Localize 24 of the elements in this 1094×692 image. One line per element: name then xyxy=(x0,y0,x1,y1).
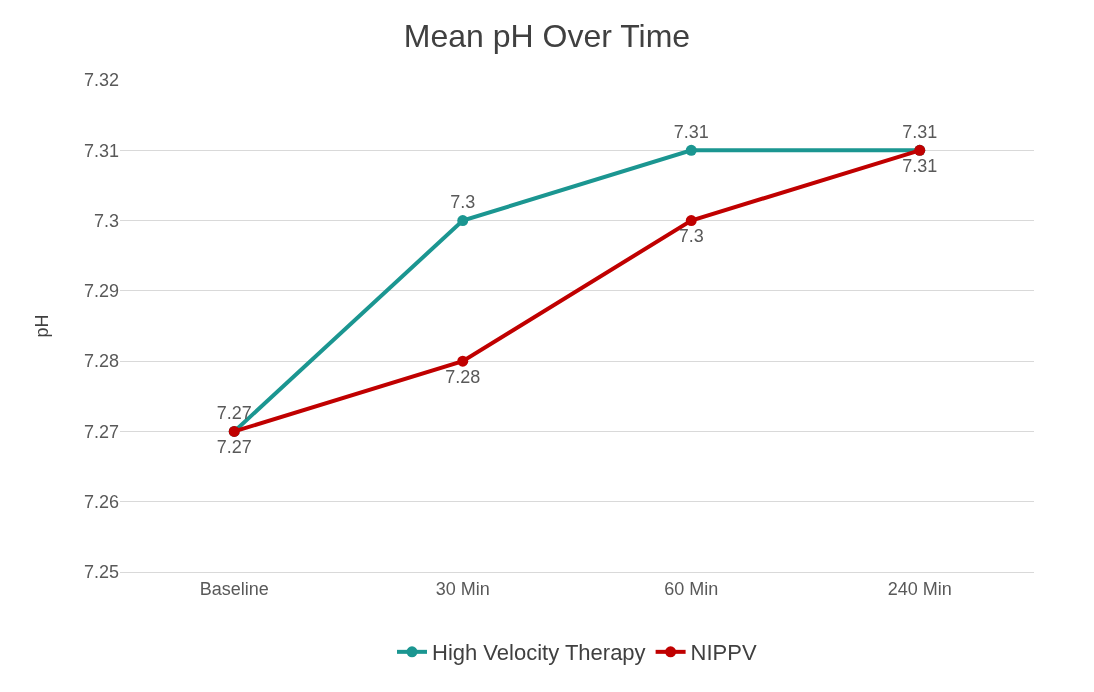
legend-label: NIPPV xyxy=(690,640,757,666)
data-label: 7.31 xyxy=(673,121,709,142)
data-label: 7.27 xyxy=(216,403,252,424)
chart-title: Mean pH Over Time xyxy=(403,17,691,54)
y-tick-label: 7.31 xyxy=(83,140,119,161)
x-tick-label: 240 Min xyxy=(887,578,952,599)
data-label: 7.31 xyxy=(902,121,938,142)
data-label: 7.3 xyxy=(450,192,476,213)
legend-label: High Velocity Therapy xyxy=(432,640,646,666)
x-tick-label: 60 Min xyxy=(664,578,719,599)
y-tick-label: 7.27 xyxy=(83,421,119,442)
data-label: 7.27 xyxy=(216,436,252,457)
x-tick-label: 30 Min xyxy=(435,578,490,599)
y-axis-title: pH xyxy=(32,314,53,338)
data-label: 7.3 xyxy=(678,225,704,246)
x-tick-label: Baseline xyxy=(199,578,269,599)
y-tick-label: 7.32 xyxy=(83,70,119,91)
y-tick-label: 7.29 xyxy=(83,281,119,302)
y-tick-label: 7.3 xyxy=(93,210,119,231)
y-tick-label: 7.25 xyxy=(83,562,119,583)
data-label: 7.31 xyxy=(902,155,938,176)
y-tick-label: 7.26 xyxy=(83,492,119,513)
y-tick-label: 7.28 xyxy=(83,351,119,372)
data-label: 7.28 xyxy=(445,366,481,387)
